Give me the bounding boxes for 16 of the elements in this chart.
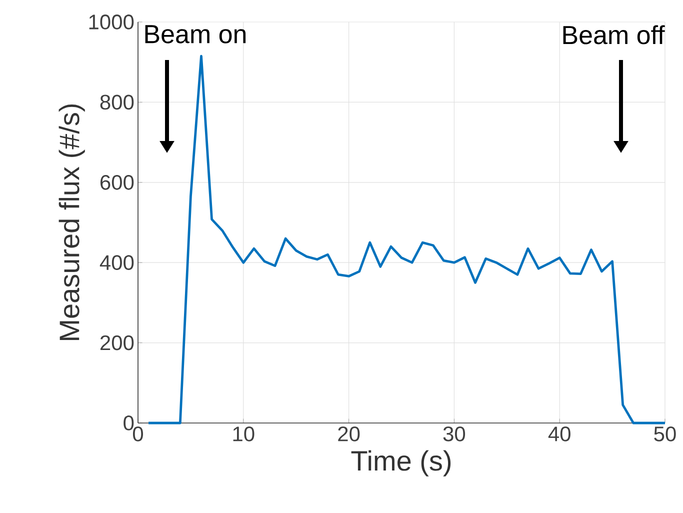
x-tick-label: 20	[338, 426, 360, 442]
y-axis-title: Measured flux (#/s)	[58, 104, 85, 340]
y-tick-label: 400	[100, 255, 134, 270]
y-tick-label: 800	[100, 94, 134, 110]
y-tick-label: 0	[124, 416, 134, 430]
y-tick-label: 1000	[89, 14, 134, 30]
annotation: Beam off	[563, 25, 665, 44]
x-tick-label: 30	[443, 426, 466, 442]
y-tick-label: 600	[100, 174, 134, 190]
y-tick-label: 200	[100, 335, 134, 350]
x-axis-title: Time (s)	[351, 450, 451, 476]
x-tick-label: 40	[548, 426, 570, 442]
annotation: Beam on	[145, 25, 246, 44]
x-tick-label: 0	[132, 426, 144, 442]
x-tick-label: 10	[233, 426, 254, 442]
x-tick-label: 50	[654, 426, 676, 442]
